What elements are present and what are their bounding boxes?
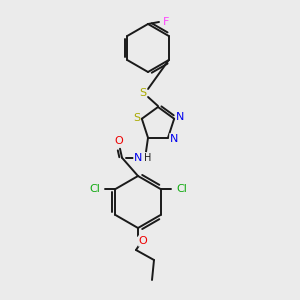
Text: Cl: Cl xyxy=(89,184,100,194)
Text: O: O xyxy=(115,136,123,146)
Text: S: S xyxy=(140,88,147,98)
Text: S: S xyxy=(133,113,140,123)
Text: N: N xyxy=(170,134,178,144)
Text: F: F xyxy=(163,17,169,27)
Text: Cl: Cl xyxy=(176,184,187,194)
Text: H: H xyxy=(144,153,152,163)
Text: N: N xyxy=(134,153,142,163)
Text: N: N xyxy=(176,112,184,122)
Text: O: O xyxy=(139,236,147,246)
